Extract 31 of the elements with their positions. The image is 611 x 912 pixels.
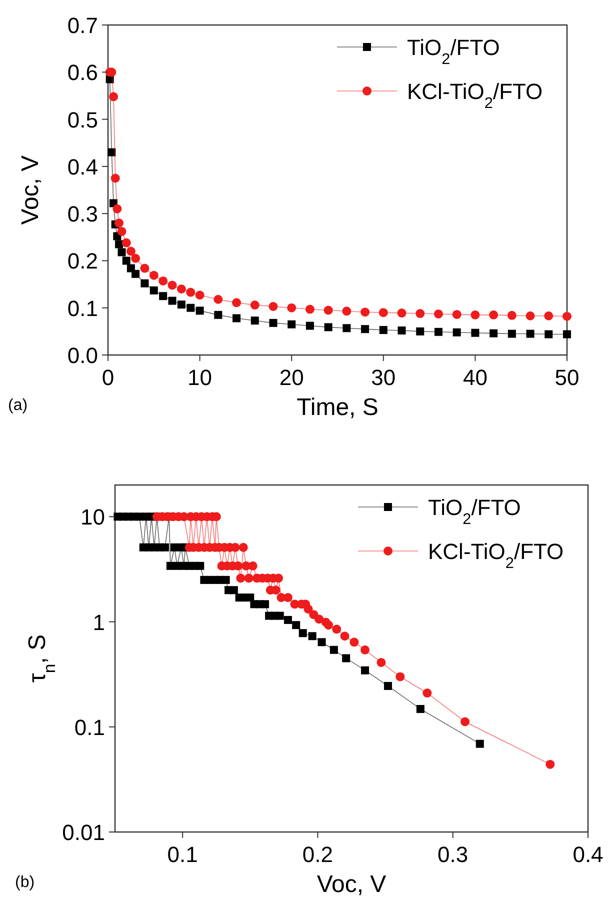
y-tick-label: 0.3 [67,202,98,227]
legend-label: TiO$_{2}$/FTO [428,495,521,528]
y-tick-label: 10 [80,504,105,530]
x-tick-label: 10 [188,365,212,390]
y-tick-label: 1 [92,610,105,635]
x-tick-label: 20 [279,365,304,390]
legend-label: TiO$_{2}$/FTO [407,35,500,68]
x-tick-label: 40 [462,365,488,390]
text: (a) [8,397,28,414]
legend-label: KCl-TiO$_{2}$/FTO [428,539,564,572]
x-tick-label: 50 [554,365,580,390]
x-tick-label: 0.3 [438,842,468,867]
x-tick-label: 0 [102,365,114,390]
y-tick-label: 0.6 [67,60,98,86]
y-tick-label: 0.1 [67,296,98,321]
x-tick-label: 0.4 [572,842,604,867]
y-tick-label: 0.0 [67,343,98,368]
y-tick-label: 0.1 [74,714,105,740]
y-tick-label: 0.7 [67,13,98,38]
x-tick-label: 30 [371,365,396,390]
x-tick-label: 0.1 [167,842,198,867]
y-tick-label: 0.01 [62,820,105,845]
y-tick-label: 0.4 [67,154,98,180]
x-tick-label: 0.2 [302,842,334,867]
legend-label: KCl-TiO$_{2}$/FTO [407,79,543,112]
x-axis-title: Time, S [296,394,378,421]
y-tick-label: 0.5 [67,107,98,132]
x-axis-title: Voc, V [316,871,386,898]
y-tick-label: 0.2 [67,248,98,274]
y-axis-title: Voc, V [17,155,44,225]
text: (b) [15,874,35,891]
